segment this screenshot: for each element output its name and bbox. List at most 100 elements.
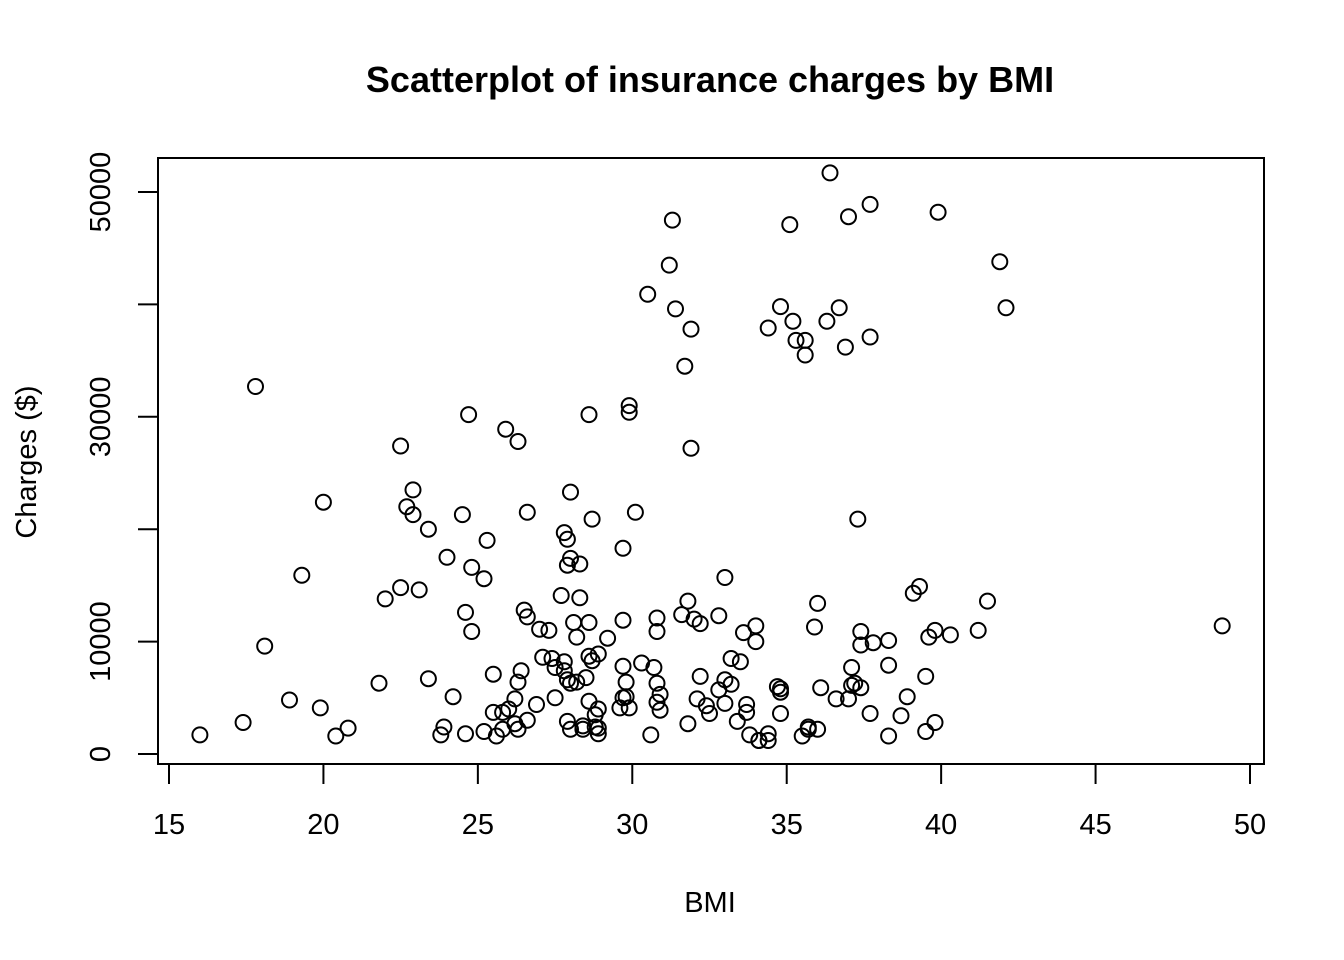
data-point bbox=[722, 675, 740, 693]
data-point bbox=[463, 558, 481, 576]
data-point bbox=[827, 690, 845, 708]
data-point bbox=[339, 719, 357, 737]
data-point bbox=[281, 691, 298, 709]
data-point bbox=[484, 703, 502, 721]
data-point bbox=[731, 653, 749, 671]
data-point bbox=[812, 679, 830, 697]
data-point bbox=[917, 723, 935, 740]
data-point bbox=[509, 720, 527, 738]
data-point bbox=[562, 674, 579, 692]
y-tick-label: 0 bbox=[85, 746, 117, 762]
x-tick-label: 30 bbox=[616, 809, 648, 841]
data-point bbox=[929, 203, 947, 221]
y-tick-label: 10000 bbox=[85, 601, 117, 682]
data-point bbox=[818, 312, 836, 330]
data-point bbox=[558, 712, 576, 730]
data-point bbox=[660, 256, 678, 274]
y-tick-label: 30000 bbox=[85, 376, 117, 457]
data-point bbox=[682, 439, 700, 457]
data-point bbox=[840, 208, 857, 226]
data-point bbox=[880, 727, 898, 745]
data-point bbox=[589, 725, 607, 743]
data-point bbox=[880, 656, 898, 674]
data-point bbox=[722, 650, 740, 667]
data-point bbox=[620, 403, 638, 421]
data-point bbox=[772, 683, 789, 701]
x-tick-label: 20 bbox=[307, 809, 339, 841]
data-point bbox=[435, 718, 453, 736]
data-point bbox=[518, 503, 536, 521]
data-point bbox=[509, 673, 527, 691]
data-point bbox=[512, 662, 530, 680]
data-point bbox=[620, 397, 638, 415]
y-axis: 0 10000 30000 50000 bbox=[85, 152, 159, 762]
data-point bbox=[620, 699, 638, 717]
data-point bbox=[997, 299, 1015, 317]
data-point bbox=[787, 331, 805, 349]
data-point bbox=[926, 621, 944, 639]
data-point bbox=[701, 705, 718, 722]
data-point bbox=[614, 657, 632, 675]
data-point bbox=[642, 726, 660, 744]
data-point bbox=[772, 680, 789, 698]
data-point bbox=[614, 539, 632, 557]
data-point bbox=[497, 420, 515, 438]
x-tick-label: 35 bbox=[771, 809, 803, 841]
data-point bbox=[648, 693, 666, 711]
data-point bbox=[571, 589, 589, 607]
data-point bbox=[648, 674, 666, 692]
data-point bbox=[759, 319, 777, 337]
data-point bbox=[580, 614, 598, 631]
x-tick-label: 45 bbox=[1079, 809, 1111, 841]
data-point bbox=[691, 667, 709, 685]
data-point bbox=[917, 667, 935, 685]
data-point bbox=[645, 659, 663, 676]
data-point bbox=[543, 650, 561, 667]
data-point bbox=[716, 569, 734, 586]
data-point bbox=[911, 578, 928, 595]
data-point bbox=[991, 253, 1009, 271]
data-point bbox=[558, 671, 576, 689]
data-point bbox=[843, 659, 861, 676]
data-point bbox=[392, 579, 410, 597]
x-tick-label: 40 bbox=[925, 809, 957, 841]
data-point bbox=[506, 690, 524, 708]
data-point bbox=[691, 615, 709, 633]
y-tick-label: 50000 bbox=[85, 152, 117, 233]
data-point bbox=[861, 328, 879, 346]
data-point bbox=[419, 520, 437, 538]
data-point bbox=[404, 481, 422, 499]
data-point bbox=[830, 299, 848, 317]
data-point bbox=[484, 665, 502, 683]
data-point bbox=[577, 669, 595, 687]
data-point bbox=[392, 437, 410, 455]
data-point bbox=[784, 312, 802, 330]
data-point bbox=[558, 530, 576, 548]
data-point bbox=[546, 659, 564, 676]
data-point bbox=[617, 673, 635, 691]
data-point bbox=[589, 719, 607, 737]
data-point bbox=[861, 705, 879, 722]
data-point bbox=[589, 700, 607, 718]
data-point bbox=[852, 636, 870, 654]
data-point bbox=[843, 676, 861, 694]
data-point bbox=[836, 338, 854, 356]
data-point bbox=[518, 608, 536, 626]
data-point bbox=[697, 697, 715, 715]
data-point bbox=[892, 707, 910, 725]
data-point bbox=[311, 699, 329, 717]
data-point bbox=[679, 715, 697, 733]
data-point bbox=[682, 320, 700, 338]
data-point bbox=[710, 607, 728, 625]
data-point bbox=[772, 705, 789, 722]
data-point bbox=[926, 714, 944, 731]
data-point bbox=[432, 726, 450, 744]
data-point bbox=[534, 648, 552, 666]
data-point bbox=[852, 679, 870, 697]
data-point bbox=[589, 645, 607, 663]
data-point bbox=[247, 378, 264, 395]
data-point bbox=[438, 548, 456, 566]
data-point bbox=[747, 633, 765, 651]
x-tick-label: 15 bbox=[153, 809, 185, 841]
